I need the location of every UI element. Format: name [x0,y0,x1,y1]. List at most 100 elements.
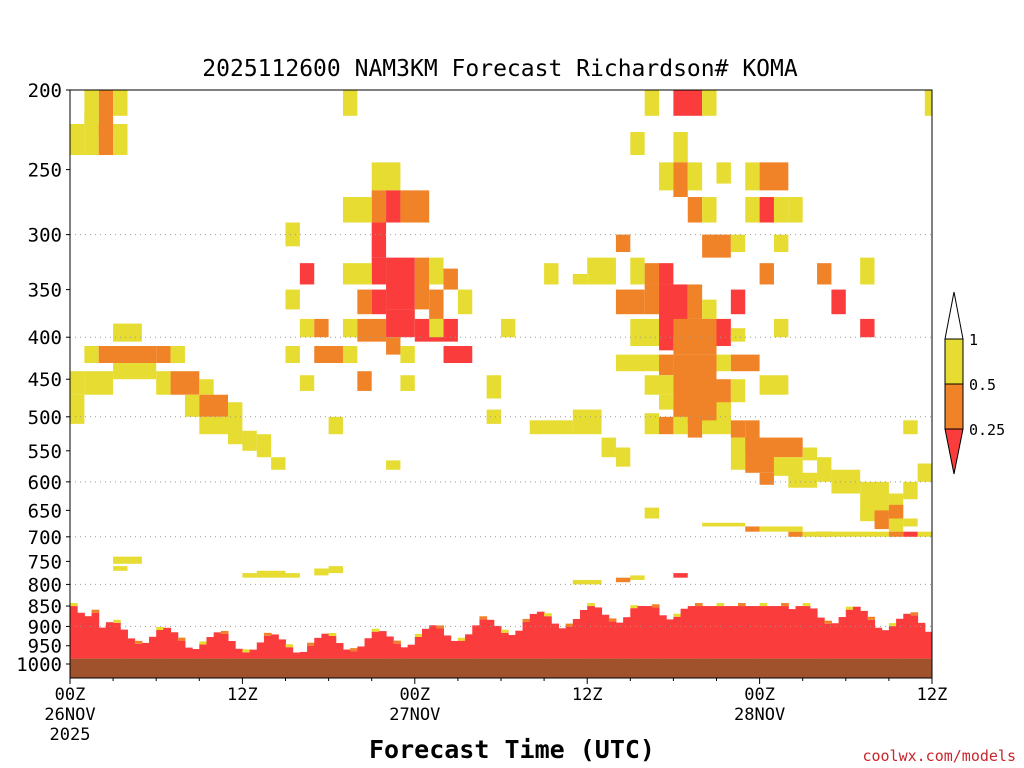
ri-cell-orange [788,531,803,537]
ri-cell-yellow [228,402,243,421]
y-tick-label: 350 [28,280,62,302]
ri-cell-yellow [773,457,803,476]
surface-stable-cell [594,607,603,659]
ri-cell-yellow [860,257,875,285]
surface-stable-cell [149,636,157,659]
ri-cell-orange [429,289,444,319]
surface-edge-cell [436,625,445,629]
surface-edge-cell [845,606,854,610]
ri-cell-yellow [702,522,746,527]
ri-cell-yellow [184,394,200,417]
ri-cell-yellow [716,354,731,372]
ri-cell-yellow [285,222,300,247]
surface-stable-cell [694,606,703,659]
surface-stable-cell [773,606,782,659]
ri-cell-red [831,289,846,315]
ri-cell-yellow [156,371,171,395]
surface-edge-cell [587,603,595,607]
surface-stable-cell [192,649,200,659]
surface-stable-cell [184,647,193,659]
ri-cell-orange [759,162,789,191]
ri-cell-red [371,289,387,315]
surface-stable-cell [414,636,423,659]
surface-stable-cell [242,652,251,659]
y-tick-label: 600 [28,472,62,494]
surface-edge-cell [738,603,746,607]
surface-stable-cell [328,635,337,659]
legend-label: 0.25 [969,421,1005,439]
surface-edge-cell [263,632,272,636]
surface-stable-cell [888,626,897,659]
ri-cell-orange [357,318,387,342]
y-tick-label: 950 [28,636,62,658]
surface-stable-cell [493,625,502,659]
surface-stable-cell [371,631,380,659]
surface-stable-cell [77,612,85,659]
surface-stable-cell [896,618,904,659]
surface-stable-cell [199,644,207,659]
ri-cell-orange [371,190,387,223]
ri-cell-yellow [903,481,918,500]
legend-label: 0.5 [969,376,996,394]
ri-cell-yellow [457,289,473,315]
ground-fill [70,658,932,678]
surface-stable-cell [903,613,911,659]
surface-edge-cell [177,637,186,641]
ri-cell-yellow [342,263,372,285]
ri-cell-yellow [924,90,932,116]
surface-stable-cell [536,611,545,659]
ri-cell-yellow [730,379,746,403]
surface-stable-cell [795,606,804,659]
surface-edge-cell [393,640,401,644]
ri-cell-yellow [630,318,660,347]
surface-stable-cell [615,622,624,659]
ri-cell-yellow [587,257,616,285]
surface-stable-cell [393,643,401,659]
ri-cell-orange [773,437,803,458]
ri-cell-orange [673,162,688,198]
x-tick-year: 2025 [50,725,91,745]
ri-cell-yellow [860,510,875,522]
surface-stable-cell [580,609,588,659]
surface-stable-cell [860,610,868,659]
ri-cell-orange [659,354,674,376]
surface-stable-cell [91,612,100,659]
surface-stable-cell [788,609,797,659]
surface-edge-cell [824,620,832,624]
ri-cell-yellow [702,299,717,319]
ri-cell-red [386,309,415,338]
surface-stable-cell [206,637,215,659]
surface-edge-cell [651,604,660,608]
surface-stable-cell [271,634,279,659]
ri-cell-yellow [759,526,803,532]
ri-cell-yellow [228,416,243,445]
surface-stable-cell [335,642,344,659]
ri-cell-yellow [730,437,746,470]
surface-stable-cell [113,622,121,659]
ri-cell-yellow [888,518,904,532]
ri-cell-orange [702,234,731,258]
surface-stable-cell [544,616,552,659]
ri-cell-yellow [501,318,516,338]
ri-cell-yellow [773,197,789,223]
surface-stable-cell [766,606,775,659]
surface-stable-cell [651,607,660,659]
surface-edge-cell [608,618,617,622]
surface-stable-cell [342,649,351,659]
surface-edge-cell [501,629,509,633]
surface-stable-cell [824,623,832,659]
surface-stable-cell [666,619,674,659]
ri-cell-yellow [314,568,329,576]
ri-cell-yellow [903,420,918,435]
ri-cell-yellow [615,354,660,372]
ri-cell-orange [414,257,430,310]
ri-cell-yellow [572,273,588,285]
surface-edge-cell [285,644,294,648]
ri-cell-orange [644,263,660,285]
ri-cell-red [673,573,688,578]
y-tick-label: 450 [28,369,62,391]
surface-stable-cell [457,640,466,659]
x-tick-date: 26NOV [44,705,95,725]
ri-cell-orange [199,394,229,417]
ri-cell-yellow [84,90,99,124]
